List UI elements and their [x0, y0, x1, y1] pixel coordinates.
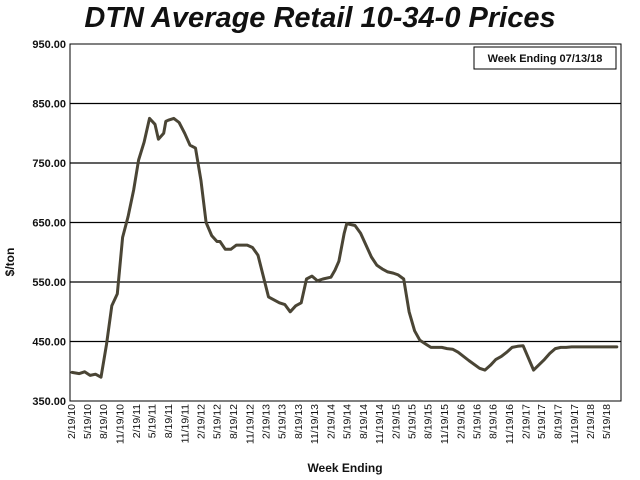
x-tick-label: 11/19/15 [439, 404, 451, 444]
x-tick-label: 11/19/17 [569, 404, 581, 444]
x-tick-label: 5/19/13 [277, 404, 289, 439]
x-tick-label: 8/19/16 [488, 404, 500, 439]
x-tick-label: 2/19/17 [520, 404, 532, 439]
x-tick-label: 11/19/14 [374, 404, 386, 444]
y-tick-labels: 950.00 850.00 750.00 650.00 550.00 450.00 350.… [32, 39, 66, 408]
x-tick-label: 5/19/14 [341, 404, 353, 439]
x-axis-label: Week Ending [307, 461, 382, 475]
x-tick-label: 8/19/12 [228, 404, 240, 439]
x-tick-label: 2/19/11 [131, 404, 143, 438]
week-ending-note: Week Ending 07/13/18 [473, 46, 617, 70]
price-series-line [70, 116, 619, 379]
x-tick-label: 11/19/12 [244, 404, 256, 444]
note-box [473, 46, 617, 70]
x-tick-label: 5/19/16 [471, 404, 483, 439]
x-tick-label: 8/19/11 [163, 404, 175, 438]
x-tick-label: 5/19/18 [601, 404, 613, 439]
x-tick-label: 2/19/10 [66, 404, 78, 439]
y-tick-label: 550.00 [32, 277, 66, 289]
x-tick-label: 11/19/13 [309, 404, 321, 444]
x-tick-label: 2/19/15 [390, 404, 402, 439]
x-tick-label: 11/19/10 [115, 404, 127, 444]
chart-title: DTN Average Retail 10-34-0 Prices [84, 2, 556, 34]
note-text: Week Ending 07/13/18 [488, 53, 603, 65]
x-tick-label: 2/19/12 [196, 404, 208, 439]
x-tick-label: 8/19/15 [423, 404, 435, 439]
y-tick-label: 750.00 [32, 158, 66, 170]
gridlines [70, 102, 621, 343]
x-tick-label: 2/19/18 [585, 404, 597, 439]
x-tick-label: 2/19/16 [455, 404, 467, 439]
x-tick-label: 2/19/14 [326, 404, 338, 439]
x-tick-labels: 2/19/10 5/19/10 8/19/10 11/19/10 2/19/11 5/19… [66, 404, 613, 444]
x-tick-label: 5/19/12 [212, 404, 224, 439]
x-tick-label: 8/19/13 [293, 404, 305, 439]
y-tick-label: 950.00 [32, 39, 66, 51]
x-tick-label: 2/19/13 [261, 404, 273, 439]
x-tick-label: 8/19/10 [98, 404, 110, 439]
x-tick-label: 5/19/10 [82, 404, 94, 439]
x-tick-label: 5/19/15 [406, 404, 418, 439]
x-tick-label: 8/19/17 [553, 404, 565, 439]
y-tick-label: 650.00 [32, 218, 66, 230]
y-tick-label: 450.00 [32, 337, 66, 349]
y-axis-label: $/ton [3, 248, 17, 277]
x-tick-label: 11/19/16 [504, 404, 516, 444]
y-tick-label: 350.00 [32, 396, 66, 408]
x-tick-label: 5/19/11 [147, 404, 159, 438]
x-tick-label: 5/19/17 [536, 404, 548, 439]
x-tick-label: 11/19/11 [179, 404, 191, 443]
y-tick-label: 850.00 [32, 99, 66, 111]
x-tick-label: 8/19/14 [358, 404, 370, 439]
